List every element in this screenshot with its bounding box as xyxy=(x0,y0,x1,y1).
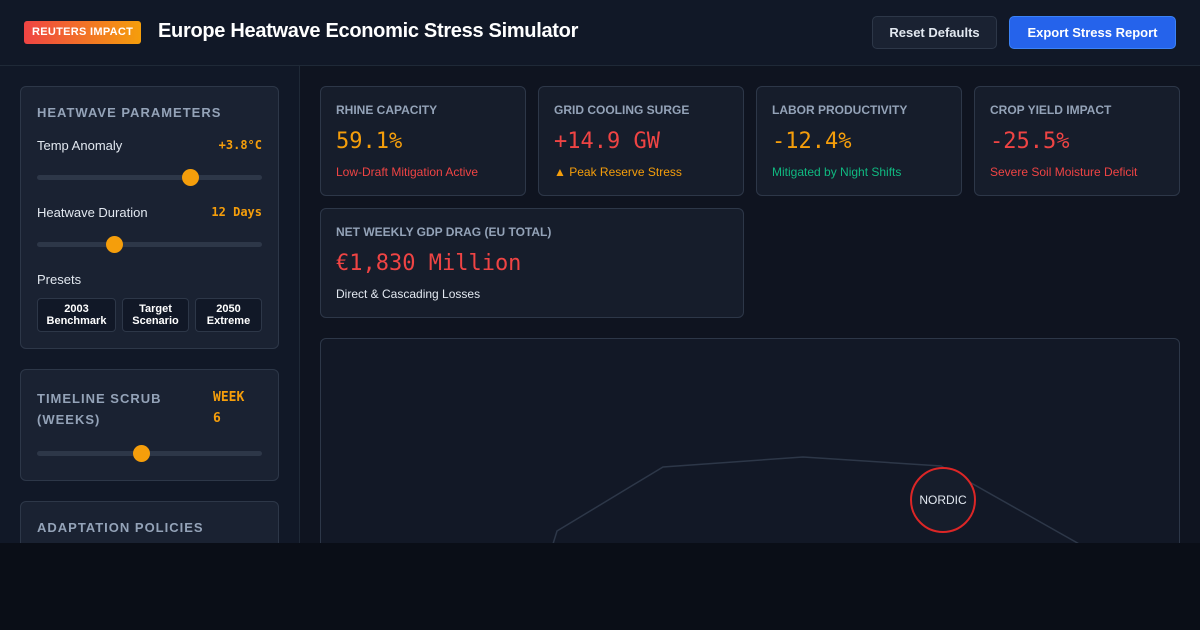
slider-thumb[interactable] xyxy=(105,236,123,253)
export-report-button[interactable]: Export Stress Report xyxy=(1009,16,1176,49)
kpi-label: CROP YIELD IMPACT xyxy=(990,103,1112,117)
gdp-drag-card: NET WEEKLY GDP DRAG (EU TOTAL) €1,830 Mi… xyxy=(320,208,744,318)
brand-badge: REUTERS IMPACT xyxy=(24,21,142,44)
preset-line: Extreme xyxy=(206,315,251,327)
kpi-card-crop: CROP YIELD IMPACT -25.5% Severe Soil Moi… xyxy=(974,86,1180,196)
header-bar: REUTERS IMPACT Europe Heatwave Economic … xyxy=(0,0,1200,66)
app-window: REUTERS IMPACT Europe Heatwave Economic … xyxy=(0,0,1200,543)
kpi-value: -12.4% xyxy=(772,129,852,154)
region-outline xyxy=(552,456,1079,543)
kpi-card-rhine: RHINE CAPACITY 59.1% Low-Draft Mitigatio… xyxy=(320,86,526,196)
timeline-title-line: Timeline Scrub xyxy=(37,391,162,406)
slider-thumb[interactable] xyxy=(132,445,150,462)
timeline-slider[interactable] xyxy=(37,445,262,462)
preset-target-scenario-button[interactable]: Target Scenario xyxy=(122,298,189,332)
europe-map[interactable]: NORDIC xyxy=(320,338,1180,543)
adaptation-policies-panel: Adaptation Policies xyxy=(20,501,279,543)
nordic-node-label: NORDIC xyxy=(919,493,967,507)
sidebar: Heatwave Parameters Temp Anomaly +3.8°C … xyxy=(0,66,300,543)
gdp-value: €1,830 Million xyxy=(336,251,522,276)
temp-anomaly-slider[interactable] xyxy=(37,169,262,186)
kpi-note: ▲ Peak Reserve Stress xyxy=(554,165,682,179)
week-value-line: 6 xyxy=(213,411,221,426)
timeline-scrub-panel: Timeline Scrub (Weeks) WEEK 6 xyxy=(20,369,279,481)
timeline-title-line: (Weeks) xyxy=(37,412,101,427)
kpi-value: -25.5% xyxy=(990,129,1070,154)
heatwave-parameters-panel: Heatwave Parameters Temp Anomaly +3.8°C … xyxy=(20,86,279,349)
week-value-line: WEEK xyxy=(213,390,245,405)
preset-line: Scenario xyxy=(132,315,179,327)
presets-label: Presets xyxy=(37,272,82,287)
page-title: Europe Heatwave Economic Stress Simulato… xyxy=(158,20,579,42)
kpi-note: Low-Draft Mitigation Active xyxy=(336,165,479,179)
temp-anomaly-label: Temp Anomaly xyxy=(37,138,123,153)
preset-line: 2003 xyxy=(64,303,89,315)
preset-line: Benchmark xyxy=(46,315,107,327)
map-canvas: NORDIC xyxy=(552,456,1079,543)
map-node-nordic[interactable]: NORDIC xyxy=(910,467,976,533)
temp-anomaly-value: +3.8°C xyxy=(218,138,262,152)
kpi-card-grid: GRID COOLING SURGE +14.9 GW ▲ Peak Reser… xyxy=(538,86,744,196)
reset-defaults-button[interactable]: Reset Defaults xyxy=(872,16,997,49)
panel-title: Timeline Scrub (Weeks) xyxy=(37,388,162,430)
gdp-note: Direct & Cascading Losses xyxy=(336,287,481,301)
kpi-value: +14.9 GW xyxy=(554,129,660,154)
preset-line: Target xyxy=(139,303,172,315)
heatwave-duration-value: 12 Days xyxy=(211,205,262,219)
kpi-note: Mitigated by Night Shifts xyxy=(772,165,902,179)
week-value: WEEK 6 xyxy=(213,387,244,429)
main-content: RHINE CAPACITY 59.1% Low-Draft Mitigatio… xyxy=(300,66,1200,543)
kpi-label: RHINE CAPACITY xyxy=(336,103,438,117)
panel-title: Adaptation Policies xyxy=(37,520,204,535)
kpi-label: GRID COOLING SURGE xyxy=(554,103,690,117)
kpi-note: Severe Soil Moisture Deficit xyxy=(990,165,1138,179)
gdp-label: NET WEEKLY GDP DRAG (EU TOTAL) xyxy=(336,225,552,239)
kpi-value: 59.1% xyxy=(336,129,403,154)
preset-2003-benchmark-button[interactable]: 2003 Benchmark xyxy=(37,298,116,332)
panel-title: Heatwave Parameters xyxy=(37,105,222,120)
preset-2050-extreme-button[interactable]: 2050 Extreme xyxy=(195,298,262,332)
heatwave-duration-label: Heatwave Duration xyxy=(37,205,148,220)
kpi-label: LABOR PRODUCTIVITY xyxy=(772,103,908,117)
preset-line: 2050 xyxy=(216,303,241,315)
nordic-node-ring[interactable] xyxy=(910,467,976,533)
slider-thumb[interactable] xyxy=(182,169,199,186)
kpi-card-labor: LABOR PRODUCTIVITY -12.4% Mitigated by N… xyxy=(756,86,962,196)
heatwave-duration-slider[interactable] xyxy=(37,236,262,253)
